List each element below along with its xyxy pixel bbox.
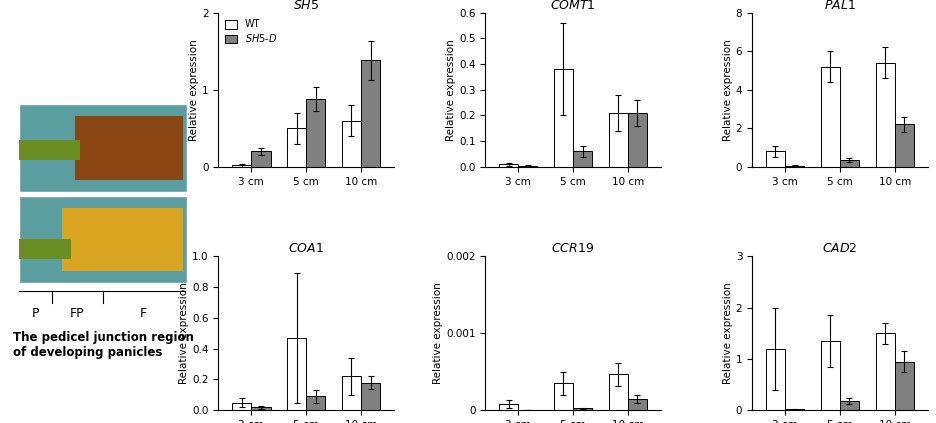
FancyBboxPatch shape xyxy=(62,208,183,271)
Bar xyxy=(286,128,306,167)
Bar xyxy=(306,396,325,410)
FancyBboxPatch shape xyxy=(19,239,71,259)
Bar xyxy=(627,399,647,410)
Bar xyxy=(342,376,360,410)
Bar xyxy=(874,333,894,410)
Title: $\mathit{SH5}$: $\mathit{SH5}$ xyxy=(293,0,319,11)
Title: $\mathit{PAL1}$: $\mathit{PAL1}$ xyxy=(823,0,855,11)
Y-axis label: Relative expression: Relative expression xyxy=(179,283,189,384)
Bar xyxy=(765,349,784,410)
Bar xyxy=(553,383,573,410)
Title: $\mathit{CAD2}$: $\mathit{CAD2}$ xyxy=(821,242,856,255)
Y-axis label: Relative expression: Relative expression xyxy=(723,283,732,384)
Bar xyxy=(499,164,518,167)
Bar xyxy=(894,362,913,410)
Title: $\mathit{COMT1}$: $\mathit{COMT1}$ xyxy=(549,0,595,11)
Bar xyxy=(360,382,380,410)
Bar xyxy=(608,374,627,410)
FancyBboxPatch shape xyxy=(19,195,186,283)
Bar xyxy=(251,407,271,410)
Text: P: P xyxy=(32,307,39,320)
Bar xyxy=(608,113,627,167)
Bar xyxy=(342,121,360,167)
FancyBboxPatch shape xyxy=(75,116,183,180)
Bar xyxy=(765,151,784,167)
Bar xyxy=(573,151,592,167)
Bar xyxy=(518,165,536,167)
FancyBboxPatch shape xyxy=(19,140,80,160)
Bar xyxy=(306,99,325,167)
Legend: WT, $\mathit{SH5\text{-}D}$: WT, $\mathit{SH5\text{-}D}$ xyxy=(223,17,279,47)
Title: $\mathit{COA1}$: $\mathit{COA1}$ xyxy=(288,242,324,255)
Bar xyxy=(553,69,573,167)
Bar xyxy=(232,165,251,167)
Bar xyxy=(820,341,839,410)
Bar xyxy=(251,151,271,167)
Text: The pedicel junction region
of developing panicles: The pedicel junction region of developin… xyxy=(13,331,194,359)
Bar xyxy=(499,404,518,410)
Text: FP: FP xyxy=(70,307,85,320)
Bar xyxy=(820,67,839,167)
Bar xyxy=(360,60,380,167)
Bar xyxy=(286,338,306,410)
Bar xyxy=(573,408,592,410)
Bar xyxy=(232,403,251,410)
Y-axis label: Relative expression: Relative expression xyxy=(446,39,456,140)
Y-axis label: Relative expression: Relative expression xyxy=(723,39,732,140)
Bar xyxy=(784,409,803,410)
Bar xyxy=(627,113,647,167)
FancyBboxPatch shape xyxy=(19,104,186,192)
Title: $\mathit{CCR19}$: $\mathit{CCR19}$ xyxy=(551,242,594,255)
Bar xyxy=(784,166,803,167)
Y-axis label: Relative expression: Relative expression xyxy=(432,283,443,384)
Bar xyxy=(874,63,894,167)
Y-axis label: Relative expression: Relative expression xyxy=(189,39,199,140)
Bar xyxy=(839,401,858,410)
Text: F: F xyxy=(140,307,147,320)
Bar xyxy=(839,160,858,167)
Bar xyxy=(894,124,913,167)
